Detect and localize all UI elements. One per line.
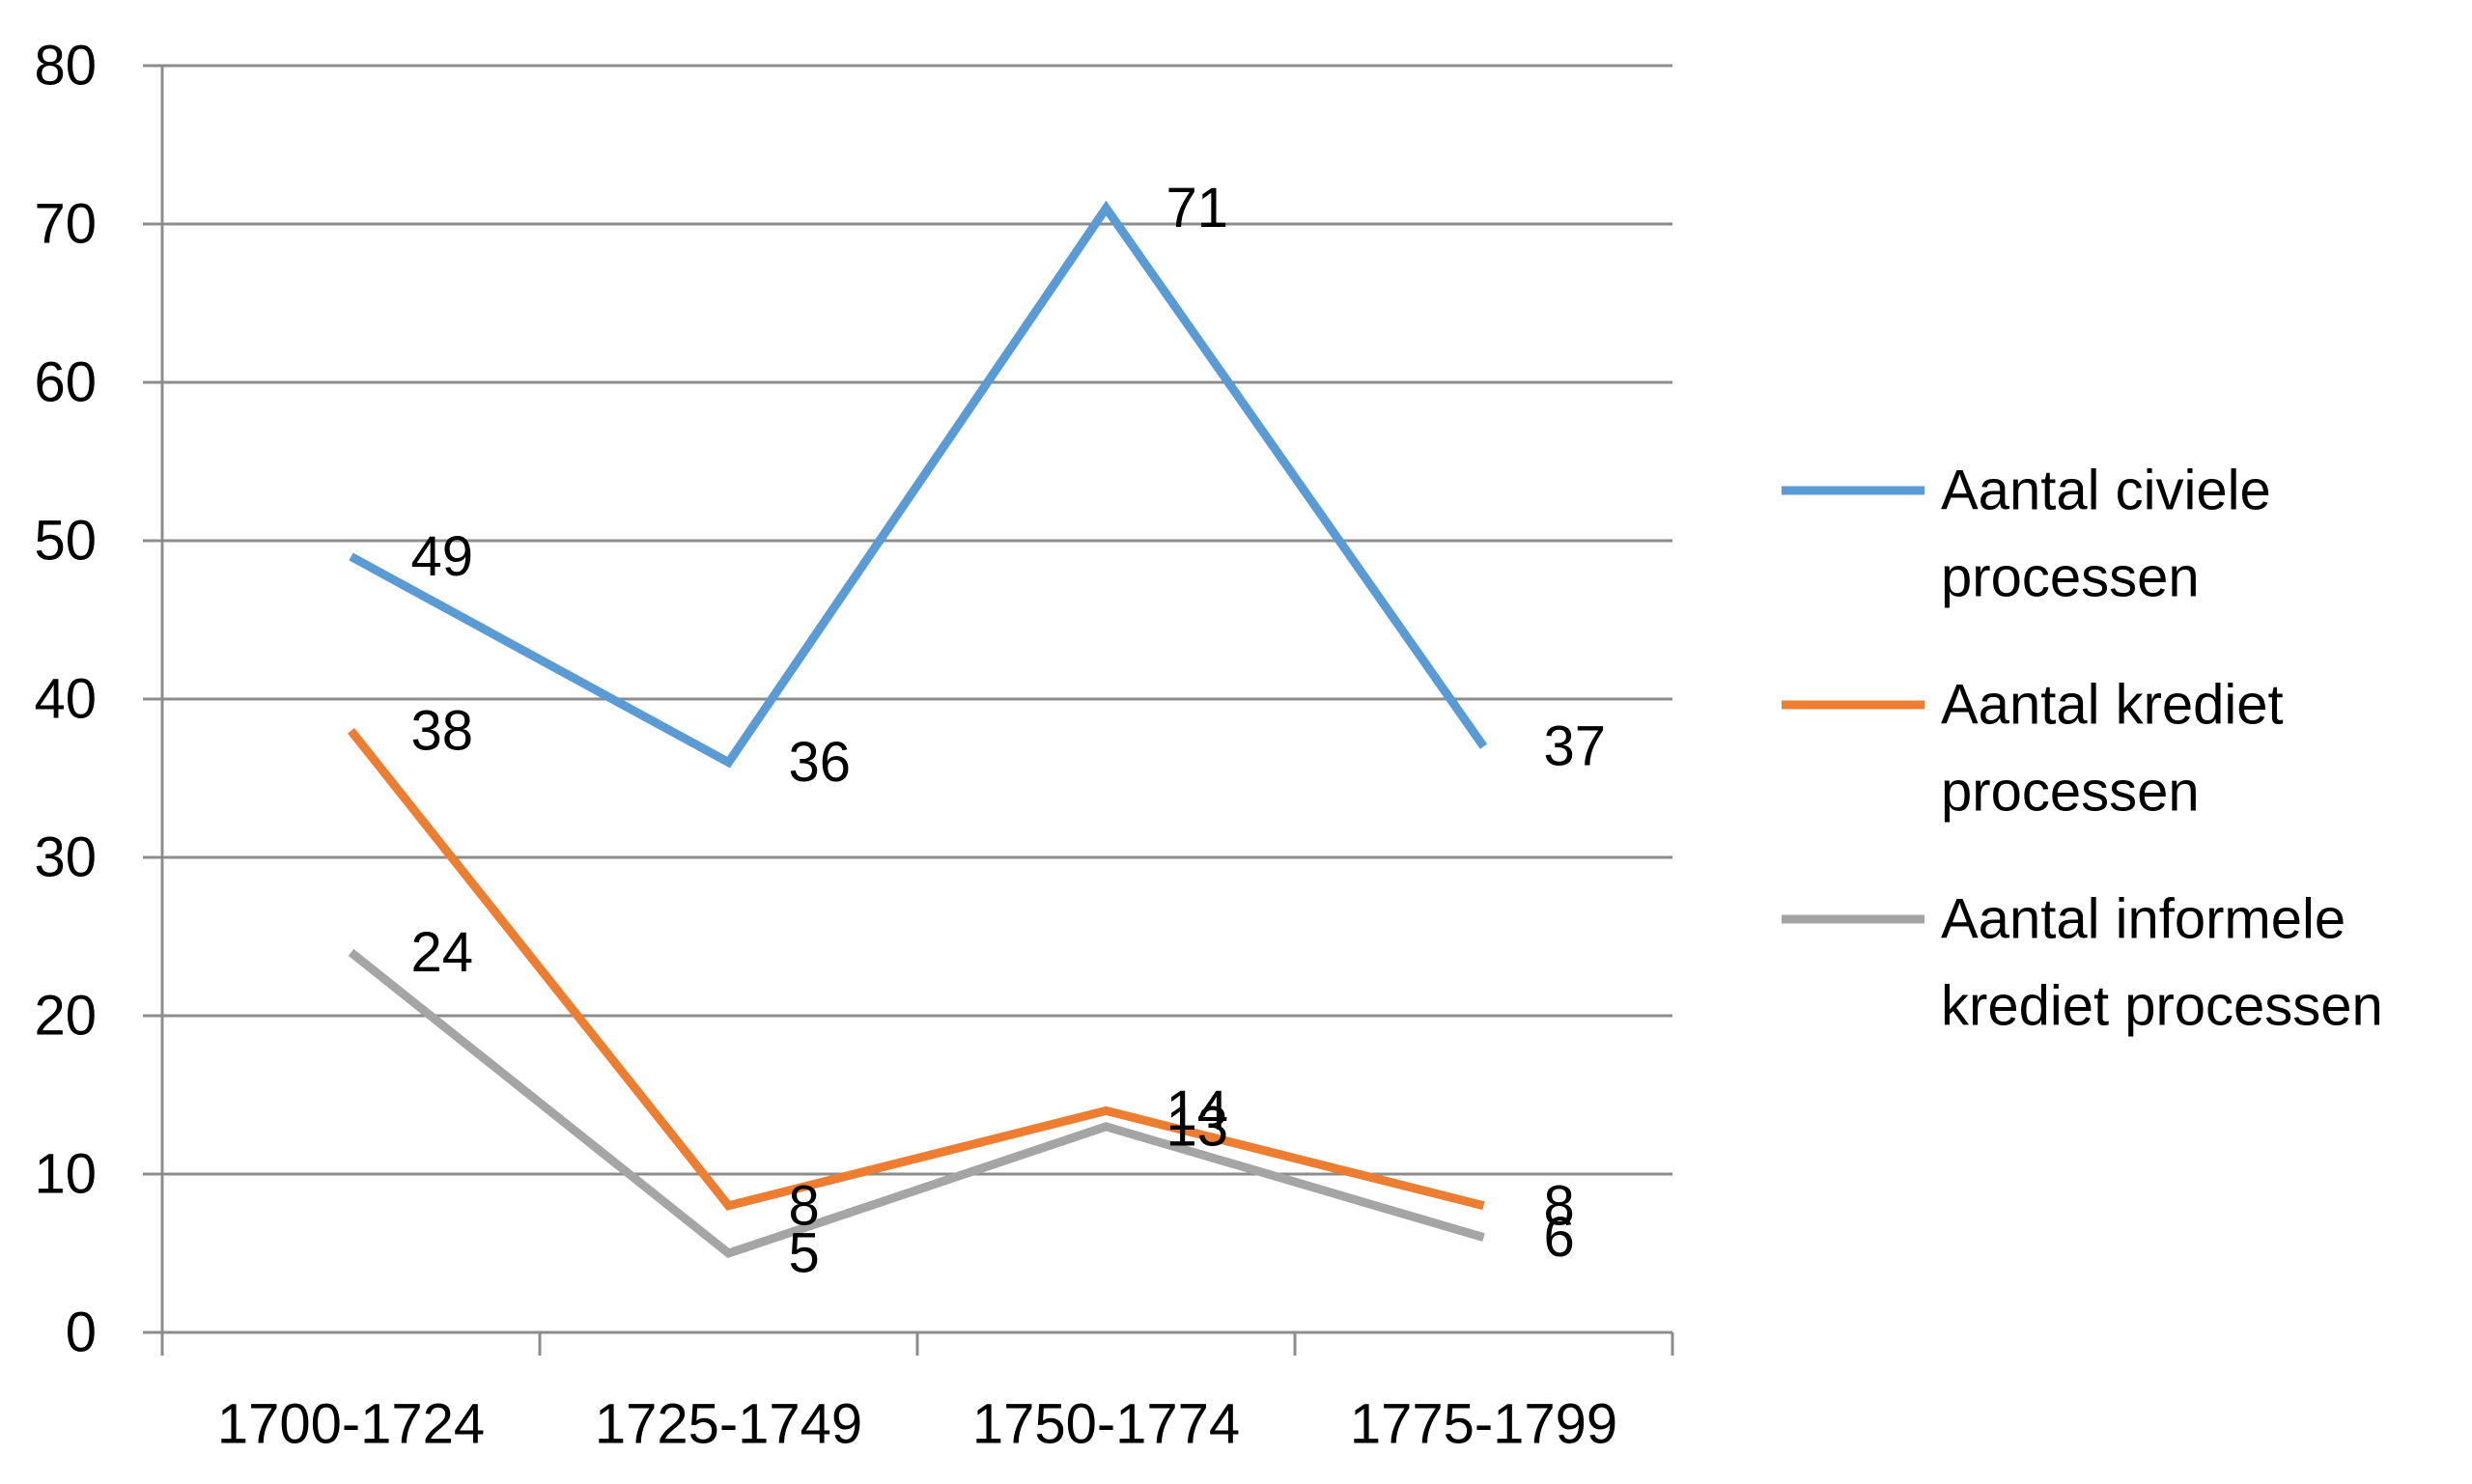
series-line-1: [349, 200, 1488, 769]
legend-label: processen: [1941, 546, 2200, 609]
y-tick-label: 60: [34, 351, 97, 414]
legend-label: Aantal civiele: [1941, 460, 2271, 522]
legend-item-3: Aantal informele krediet processen: [1782, 888, 2383, 1038]
data-label: 38: [411, 699, 474, 762]
legend-item-2: Aantal krediet processen: [1782, 674, 2284, 824]
y-tick-label: 70: [34, 193, 97, 256]
x-tick-label: 1750-1774: [972, 1393, 1240, 1456]
data-label: 24: [411, 921, 474, 984]
legend-label: Aantal krediet: [1941, 674, 2284, 737]
legend: Aantal civiele processen Aantal krediet pro…: [1782, 460, 2383, 1038]
data-label: 6: [1544, 1206, 1575, 1269]
y-tick-label: 40: [34, 668, 97, 731]
x-tick-label: 1725-1749: [595, 1393, 862, 1456]
data-label: 49: [411, 525, 474, 588]
x-tick-label: 1700-1724: [217, 1393, 485, 1456]
legend-label: Aantal informele: [1941, 888, 2346, 951]
data-label: 13: [1166, 1095, 1229, 1158]
series-line-2: [347, 728, 1485, 1211]
data-label: 71: [1166, 177, 1229, 239]
x-tick-label: 1775-1799: [1350, 1393, 1617, 1456]
y-tick-label: 0: [66, 1302, 97, 1364]
data-label: 8: [1544, 1174, 1575, 1237]
legend-label: krediet processen: [1941, 975, 2383, 1038]
gridlines: [143, 64, 1672, 1334]
y-tick-label: 50: [34, 510, 97, 573]
y-tick-label: 10: [34, 1143, 97, 1206]
axes: 0 10 20 30 40 50 60 70 80 1700-1724 1725-1749 1750-…: [34, 35, 1674, 1456]
y-tick-label: 20: [34, 985, 97, 1048]
data-label: 14: [1166, 1079, 1229, 1142]
series-lines: [347, 200, 1488, 1259]
y-tick-label: 80: [34, 35, 97, 98]
data-label: 8: [789, 1174, 820, 1237]
data-labels: 49 36 71 37 38 8 14 8 24 5 13 6: [411, 177, 1607, 1284]
data-label: 5: [789, 1222, 820, 1285]
y-tick-label: 30: [34, 826, 97, 889]
data-label: 37: [1544, 715, 1607, 778]
legend-item-1: Aantal civiele processen: [1782, 460, 2271, 609]
data-label: 36: [789, 731, 852, 794]
legend-label: processen: [1941, 761, 2200, 824]
series-line-3: [348, 948, 1485, 1259]
